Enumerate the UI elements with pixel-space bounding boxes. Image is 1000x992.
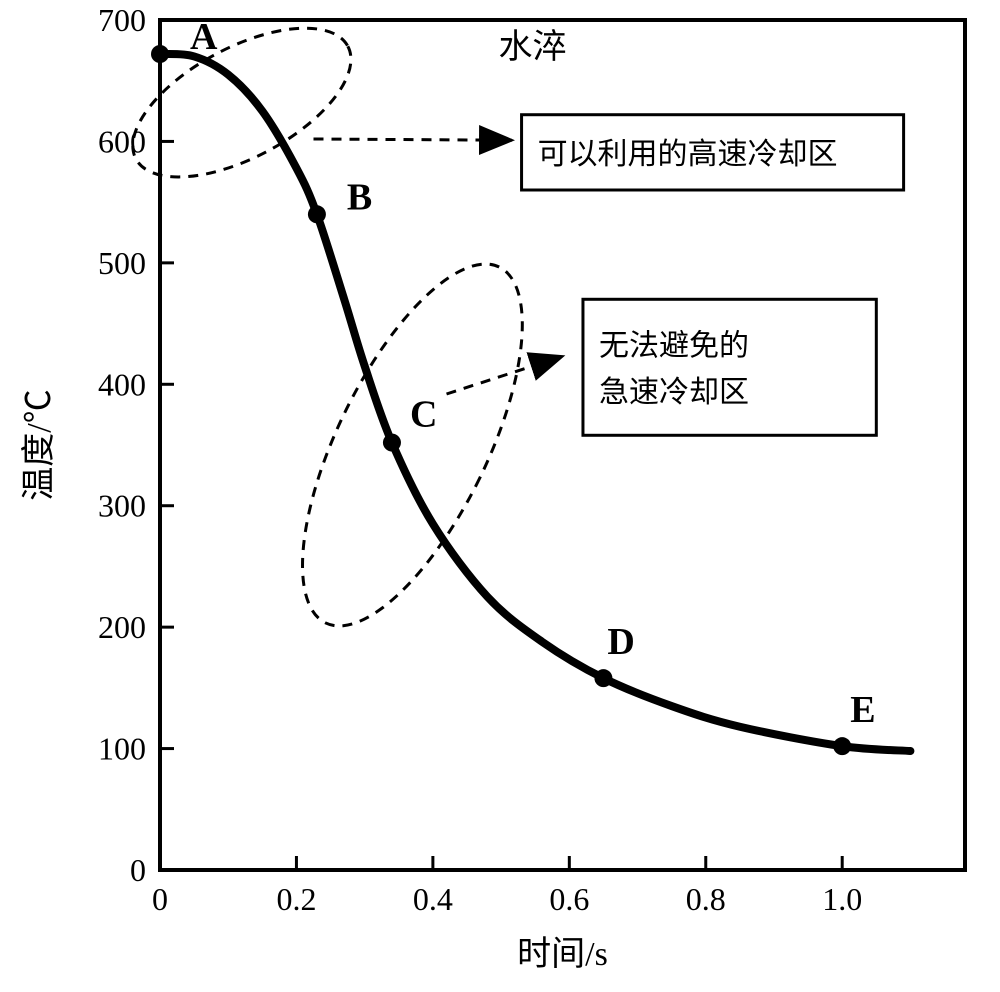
- x-axis-label: 时间/s: [517, 936, 608, 973]
- y-axis-label: 温度/℃: [20, 389, 58, 500]
- curve-marker: [594, 669, 612, 687]
- annotation-arrow: [313, 139, 512, 140]
- curve-marker-label: E: [850, 689, 875, 731]
- x-tick-label: 0.6: [549, 881, 589, 917]
- x-tick-label: 0.4: [413, 881, 453, 917]
- annotation-text: 无法避免的: [599, 329, 749, 362]
- curve-marker-label: B: [347, 176, 372, 218]
- cooling-curve-chart: 0 0.2 0.4 0.6 0.8 1.0 0 100 200 300 400 500 600 700 可…: [0, 0, 1000, 992]
- y-tick-label: 400: [98, 366, 146, 402]
- x-tick-label: 0.2: [276, 881, 316, 917]
- curve-marker: [833, 737, 851, 755]
- annotation-boxes: 可以利用的高速冷却区无法避免的急速冷却区: [522, 115, 904, 436]
- curve-marker-label: C: [410, 394, 437, 436]
- y-tick-label: 0: [130, 852, 146, 888]
- curve-marker-label: D: [607, 621, 634, 663]
- curve-marker: [151, 45, 169, 63]
- y-tick-label: 300: [98, 488, 146, 524]
- zone-ellipse: [258, 234, 566, 656]
- curve-marker-label: A: [190, 16, 218, 58]
- zone-ellipses: [110, 0, 567, 656]
- chart-container: 0 0.2 0.4 0.6 0.8 1.0 0 100 200 300 400 500 600 700 可…: [0, 0, 1000, 992]
- curve-marker: [383, 434, 401, 452]
- x-tick-label: 0.8: [686, 881, 726, 917]
- x-tick-label: 1.0: [822, 881, 862, 917]
- zone-ellipse: [110, 0, 374, 207]
- annotation-arrow: [447, 356, 563, 394]
- annotation-text: 急速冷却区: [599, 376, 749, 409]
- y-tick-label: 600: [98, 123, 146, 159]
- y-tick-label: 200: [98, 609, 146, 645]
- curve-marker: [308, 205, 326, 223]
- y-tick-label: 100: [98, 731, 146, 767]
- y-tick-label: 500: [98, 245, 146, 281]
- annotation-text: 可以利用的高速冷却区: [538, 138, 838, 171]
- x-tick-label: 0: [152, 881, 168, 917]
- y-tick-label: 700: [98, 2, 146, 38]
- chart-title: 水淬: [499, 28, 567, 66]
- annotation-box: [583, 299, 876, 435]
